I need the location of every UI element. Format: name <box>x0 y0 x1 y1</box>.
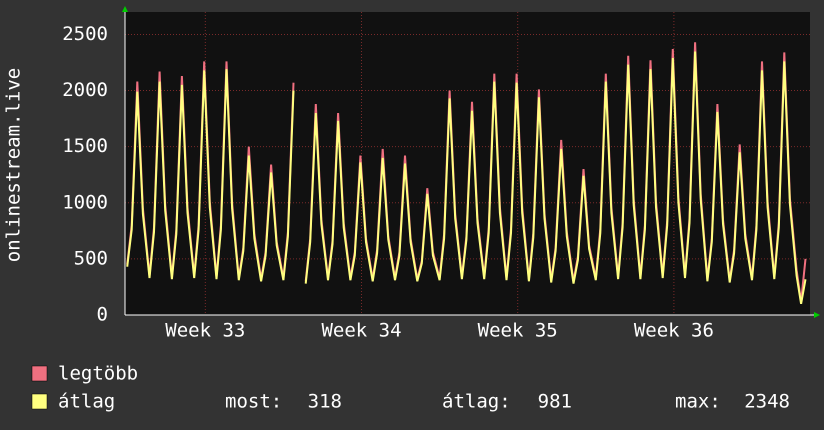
legend-label: átlag <box>58 391 115 413</box>
y-tick-label: 1500 <box>62 135 108 157</box>
axis-arrow <box>814 312 820 318</box>
x-tick-label: Week 34 <box>321 320 401 342</box>
legend-label: legtöbb <box>58 363 138 385</box>
stat-label: max: <box>675 391 721 413</box>
x-tick-label: Week 36 <box>634 320 714 342</box>
y-tick-label: 1000 <box>62 191 108 213</box>
y-tick-label: 500 <box>74 247 108 269</box>
stat-value: 318 <box>308 391 342 413</box>
y-tick-label: 2000 <box>62 79 108 101</box>
stat-value: 2348 <box>744 391 790 413</box>
y-tick-label: 0 <box>97 304 108 326</box>
legend-swatch <box>31 365 48 382</box>
x-tick-label: Week 35 <box>478 320 558 342</box>
legend-swatch <box>31 393 48 410</box>
x-tick-label: Week 33 <box>165 320 245 342</box>
series-line <box>126 51 807 304</box>
y-tick-label: 2500 <box>62 23 108 45</box>
stat-label: most: <box>225 391 282 413</box>
y-axis-title: onlinestream.live <box>3 68 25 262</box>
axis-arrow <box>122 6 128 12</box>
stat-label: átlag: <box>442 391 511 413</box>
stat-value: 981 <box>538 391 572 413</box>
